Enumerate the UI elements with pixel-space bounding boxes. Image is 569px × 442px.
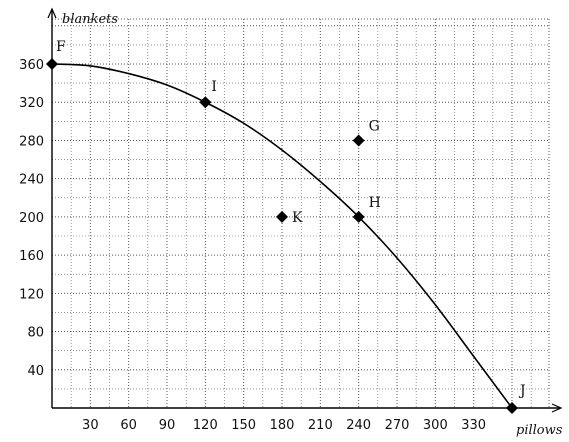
point-g-marker (352, 134, 365, 147)
y-tick-label: 360 (19, 58, 44, 73)
x-tick-label: 90 (159, 418, 176, 433)
tick-labels: 30 60 90 120 150 180 210 240 270 300 330 40 80 120 160… (19, 58, 486, 433)
y-tick-label: 240 (19, 173, 44, 188)
point-j-label: J (518, 383, 526, 399)
x-tick-label: 120 (193, 418, 218, 433)
point-k-marker (276, 210, 288, 223)
point-f-marker (46, 58, 58, 70)
grid (52, 18, 550, 408)
ppf-curve (51, 63, 513, 409)
point-i-marker (199, 96, 212, 109)
point-h-label: H (369, 195, 381, 211)
x-tick-label: 60 (120, 418, 137, 433)
y-axis-arrow (47, 7, 57, 19)
y-axis-label: blankets (62, 12, 118, 27)
x-tick-label: 270 (385, 418, 410, 433)
y-tick-label: 280 (19, 134, 44, 149)
y-tick-label: 160 (19, 249, 44, 264)
x-tick-label: 180 (270, 418, 295, 433)
x-tick-label: 210 (308, 418, 333, 433)
y-tick-label: 40 (27, 364, 44, 379)
axes (47, 7, 563, 413)
x-tick-label: 300 (423, 418, 448, 433)
y-tick-label: 320 (19, 96, 44, 111)
x-tick-label: 330 (461, 418, 486, 433)
x-tick-label: 150 (231, 418, 256, 433)
x-axis-label: pillows (516, 423, 563, 438)
x-tick-label: 30 (82, 418, 99, 433)
y-tick-label: 80 (27, 326, 44, 341)
y-tick-label: 120 (19, 287, 44, 302)
data-points: F I G K H J (46, 39, 526, 414)
y-tick-label: 200 (19, 211, 44, 226)
point-k-label: K (292, 210, 303, 226)
x-axis-arrow (551, 403, 563, 413)
point-i-label: I (211, 79, 217, 95)
point-f-label: F (56, 39, 66, 55)
point-j-marker (506, 402, 518, 414)
point-h-marker (352, 210, 365, 223)
x-tick-label: 240 (346, 418, 371, 433)
point-g-label: G (369, 118, 380, 134)
